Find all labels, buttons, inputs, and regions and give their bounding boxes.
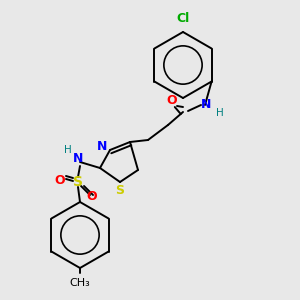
Text: Cl: Cl [176, 12, 190, 25]
Text: CH₃: CH₃ [70, 278, 90, 288]
Text: N: N [73, 152, 83, 164]
Text: N: N [201, 98, 211, 112]
Text: O: O [167, 94, 177, 106]
Text: S: S [73, 175, 83, 189]
Text: N: N [97, 140, 107, 154]
Text: H: H [216, 108, 224, 118]
Text: O: O [87, 190, 97, 203]
Text: H: H [64, 145, 72, 155]
Text: S: S [116, 184, 124, 196]
Text: O: O [55, 173, 65, 187]
